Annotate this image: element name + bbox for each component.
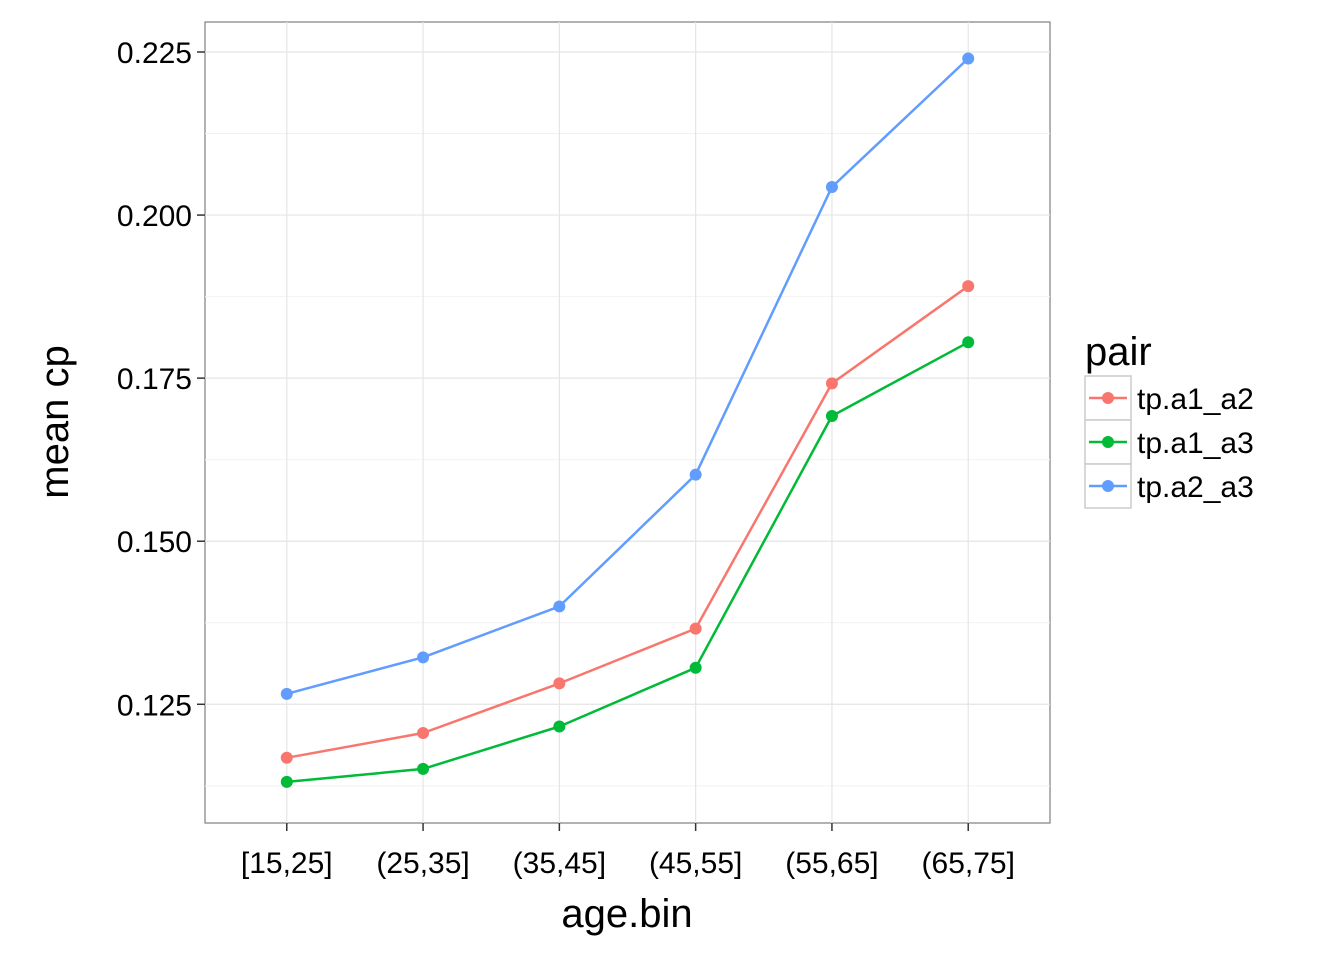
- data-point-tp.a2_a3: [689, 468, 702, 481]
- legend-key-tp.a1_a3: [1084, 419, 1132, 465]
- legend-key-point: [1102, 436, 1114, 448]
- x-tick-label: [15,25]: [241, 847, 333, 880]
- y-tick-label: 0.225: [117, 37, 192, 70]
- data-point-tp.a2_a3: [417, 651, 430, 664]
- y-tick-label: 0.175: [117, 363, 192, 396]
- data-point-tp.a2_a3: [553, 600, 566, 613]
- x-axis: [15,25] (25,35] (35,45] (45,55] (55,65] (65,7…: [241, 823, 1015, 880]
- data-point-tp.a2_a3: [280, 687, 293, 700]
- data-point-tp.a1_a3: [280, 775, 293, 788]
- x-tick-label: (45,55]: [649, 847, 742, 880]
- data-point-tp.a2_a3: [962, 52, 975, 65]
- plot-panel: [204, 21, 1051, 824]
- x-tick-label: (65,75]: [922, 847, 1015, 880]
- y-tick-label: 0.125: [117, 689, 192, 722]
- series-line-tp.a1_a2: [285, 284, 970, 760]
- legend-label: tp.a1_a3: [1137, 427, 1254, 460]
- legend: pair tp.a1_a2 tp.a1_a3 tp.a2_a3: [1084, 330, 1254, 509]
- data-point-tp.a1_a2: [417, 726, 430, 739]
- legend-key-point: [1102, 480, 1114, 492]
- y-tick-label: 0.150: [117, 526, 192, 559]
- legend-key-tp.a2_a3: [1084, 463, 1132, 509]
- x-tick-label: (25,35]: [376, 847, 469, 880]
- series-line-tp.a2_a3: [285, 57, 970, 696]
- data-point-tp.a2_a3: [825, 181, 838, 194]
- data-point-tp.a1_a3: [417, 762, 430, 775]
- data-point-tp.a1_a2: [825, 377, 838, 390]
- legend-label: tp.a1_a2: [1137, 383, 1254, 416]
- data-point-tp.a1_a3: [553, 720, 566, 733]
- data-point-tp.a1_a3: [825, 409, 838, 422]
- legend-title: pair: [1085, 330, 1152, 374]
- legend-label: tp.a2_a3: [1137, 471, 1254, 504]
- data-point-tp.a1_a3: [689, 661, 702, 674]
- data-point-tp.a1_a2: [280, 751, 293, 764]
- grid-minor: [205, 133, 1050, 787]
- data-point-tp.a1_a2: [553, 677, 566, 690]
- series-line-tp.a1_a3: [285, 341, 970, 784]
- legend-items: tp.a1_a2 tp.a1_a3 tp.a2_a3: [1084, 375, 1254, 509]
- grid-major: [205, 22, 1050, 823]
- data-point-tp.a1_a2: [689, 622, 702, 635]
- series-lines: [285, 57, 970, 784]
- legend-key-point: [1102, 392, 1114, 404]
- x-tick-label: (35,45]: [513, 847, 606, 880]
- legend-key-tp.a1_a2: [1084, 375, 1132, 421]
- x-axis-title: age.bin: [561, 892, 692, 936]
- x-tick-label: (55,65]: [785, 847, 878, 880]
- series-points: [280, 52, 975, 788]
- y-axis-title: mean cp: [33, 345, 77, 498]
- y-axis: 0.125 0.150 0.175 0.200 0.225: [117, 37, 205, 722]
- y-tick-label: 0.200: [117, 200, 192, 233]
- data-point-tp.a1_a3: [962, 336, 975, 349]
- data-point-tp.a1_a2: [962, 280, 975, 293]
